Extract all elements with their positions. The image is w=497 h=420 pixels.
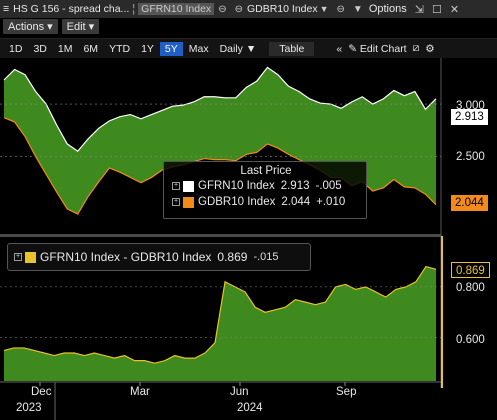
window-title: HS G 156 - spread cha... (13, 3, 130, 15)
range-6m-button[interactable]: 6M (83, 42, 99, 55)
maximize-icon[interactable]: ☐ (431, 3, 442, 16)
frequency-dropdown[interactable]: Daily ▼ (219, 42, 257, 55)
y-tick-label: 2.500 (456, 151, 485, 163)
link-icon[interactable]: ⊖ (234, 3, 243, 15)
chart-area (0, 58, 497, 420)
legend-value: 0.869 (217, 250, 248, 264)
spread-area-fill (4, 266, 436, 381)
menubar: Actions ▾ Edit ▾ (0, 18, 497, 35)
pin-icon[interactable]: ⇲ (414, 3, 424, 16)
link-icon[interactable]: ⊖ (218, 3, 227, 15)
collapse-icon[interactable]: « (336, 42, 343, 55)
top-legend[interactable]: Last Price + GFRN10 Index 2.913 -.005 + … (163, 161, 367, 219)
legend-name: GFRN10 Index - GDBR10 Index (40, 250, 212, 264)
window-titlebar: ≡ HS G 156 - spread cha... ¦ GFRN10 Inde… (0, 0, 497, 18)
legend-value: 2.044 (281, 196, 311, 208)
legend-swatch-gdbr10 (183, 196, 194, 208)
x-tick-label: Jun (230, 386, 249, 398)
options-menu[interactable]: Options (368, 3, 407, 15)
expand-icon[interactable]: + (172, 182, 180, 190)
range-1m-button[interactable]: 1M (57, 42, 73, 55)
security-tab-gdbr10[interactable]: GDBR10 Index (246, 3, 318, 15)
panel-divider (0, 234, 497, 237)
y-tick-label: 0.600 (456, 334, 485, 346)
close-icon[interactable]: ✕ (449, 3, 460, 16)
range-max-button[interactable]: Max (188, 42, 209, 55)
x-year-label: 2024 (237, 402, 263, 414)
legend-value: 2.913 (280, 180, 310, 192)
price-tag-gdbr10: 2.044 (451, 195, 488, 211)
range-ytd-button[interactable]: YTD (109, 42, 131, 55)
y-tick-label: 0.800 (456, 282, 485, 294)
legend-change: +.010 (316, 196, 346, 208)
gfrn10-line (3, 66, 437, 153)
range-1d-button[interactable]: 1D (9, 42, 23, 55)
separator: ¦ (132, 3, 136, 15)
x-year-label: 2023 (16, 402, 42, 414)
x-tick-label: Mar (130, 386, 150, 398)
edit-menu-button[interactable]: Edit ▾ (61, 19, 100, 34)
expand-icon[interactable]: + (14, 253, 22, 261)
caret-down-icon[interactable]: ▼ (352, 3, 363, 15)
legend-swatch-spread (25, 251, 36, 263)
spread-line (3, 265, 437, 364)
x-tick-label: Sep (336, 386, 357, 398)
chart-toolbar: 1D 3D 1M 6M YTD 1Y 5Y Max Daily ▼ Table … (0, 38, 497, 58)
edit-chart-button[interactable]: ✎ Edit Chart (348, 42, 407, 55)
bottom-panel (3, 265, 437, 381)
link-icon[interactable]: ⊖ (336, 3, 345, 15)
edit-icon[interactable]: ⧄ (412, 42, 420, 54)
range-1y-button[interactable]: 1Y (141, 42, 154, 55)
caret-down-icon[interactable]: ▼ (319, 4, 329, 14)
bottom-legend[interactable]: + GFRN10 Index - GDBR10 Index 0.869 -.01… (7, 243, 311, 271)
table-button[interactable]: Table (269, 41, 315, 56)
legend-swatch-gfrn10 (183, 180, 194, 192)
legend-change: -.005 (315, 180, 342, 192)
spread-axis-marker (441, 236, 443, 388)
legend-name: GDBR10 Index (198, 196, 276, 208)
legend-row-gdbr10[interactable]: + GDBR10 Index 2.044 +.010 (172, 194, 360, 210)
security-tab-gfrn10[interactable]: GFRN10 Index (138, 3, 215, 15)
range-5y-button[interactable]: 5Y (159, 41, 183, 56)
x-tick-label: Dec (31, 386, 52, 398)
legend-name: GFRN10 Index (198, 180, 275, 192)
hamburger-icon[interactable]: ≡ (3, 3, 10, 15)
legend-change: -.015 (253, 251, 279, 263)
price-tag-spread: 0.869 (451, 262, 490, 278)
legend-title: Last Price (240, 165, 292, 177)
settings-icon[interactable]: ⚙ (425, 42, 435, 55)
price-tag-gfrn10: 2.913 (451, 109, 488, 125)
range-3d-button[interactable]: 3D (33, 42, 47, 55)
legend-row-gfrn10[interactable]: + GFRN10 Index 2.913 -.005 (172, 178, 360, 194)
expand-icon[interactable]: + (172, 198, 180, 206)
actions-menu-button[interactable]: Actions ▾ (3, 19, 58, 34)
